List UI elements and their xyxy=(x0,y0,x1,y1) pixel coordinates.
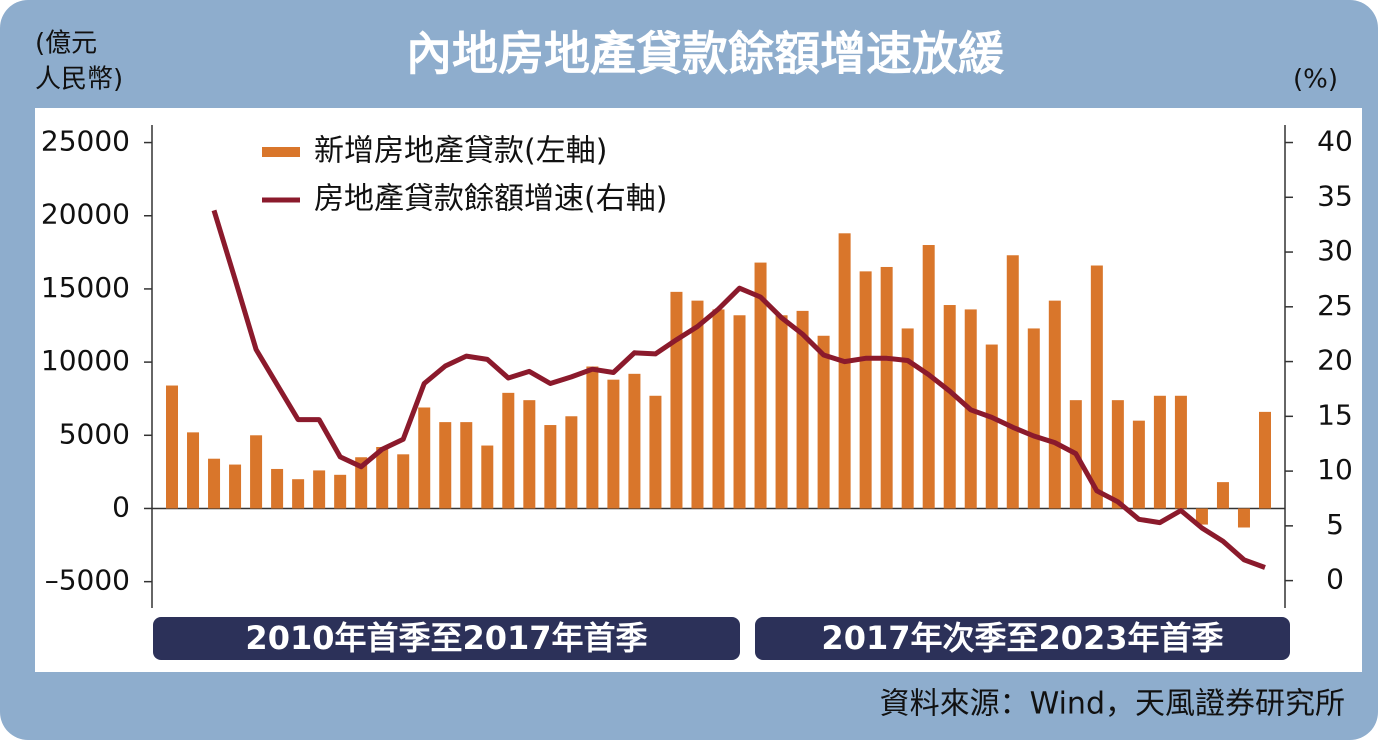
bar xyxy=(334,474,347,509)
bar xyxy=(271,468,284,509)
bar xyxy=(691,300,704,509)
bar xyxy=(1174,395,1187,509)
bar xyxy=(817,335,830,509)
chart-title: 內地房地產貸款餘額增速放緩 xyxy=(406,27,1005,81)
period-label: 2010年首季至2017年首季 xyxy=(245,619,647,657)
y-axis-unit: 人民幣) xyxy=(35,65,123,95)
bar xyxy=(1048,300,1061,509)
bar xyxy=(481,445,494,509)
bar xyxy=(292,479,305,509)
y2-tick-label: 35 xyxy=(1317,179,1353,212)
bar xyxy=(229,464,242,509)
bar xyxy=(460,422,473,509)
y2-tick-label: 5 xyxy=(1326,508,1344,541)
y2-axis-unit: (%) xyxy=(1293,65,1338,95)
bar xyxy=(1153,395,1166,509)
bar xyxy=(187,432,200,509)
bar xyxy=(586,366,599,509)
bar xyxy=(523,400,536,509)
bar xyxy=(502,392,515,509)
y-tick-label: 0 xyxy=(112,490,130,523)
bar xyxy=(166,385,178,509)
bar xyxy=(1006,255,1019,509)
bar xyxy=(1111,400,1124,509)
y2-tick-label: 30 xyxy=(1317,234,1353,267)
y-tick-label: 10000 xyxy=(41,344,130,377)
bar xyxy=(1237,508,1250,528)
bar xyxy=(313,470,326,509)
bar xyxy=(544,425,557,509)
period-label: 2017年次季至2023年首季 xyxy=(821,619,1223,657)
y2-tick-label: 40 xyxy=(1317,125,1353,158)
bar xyxy=(733,315,746,509)
y2-tick-label: 20 xyxy=(1317,344,1353,377)
bar xyxy=(1216,482,1229,509)
y2-tick-label: 10 xyxy=(1317,453,1353,486)
source-note: 資料來源：Wind，天風證券研究所 xyxy=(880,687,1345,722)
bar xyxy=(1027,328,1040,509)
bar xyxy=(1132,420,1145,509)
bar xyxy=(649,395,662,509)
y-tick-label: 20000 xyxy=(41,198,130,231)
legend-label: 房地產貸款餘額增速(右軸) xyxy=(314,182,667,217)
legend-label: 新增房地產貸款(左軸) xyxy=(314,134,607,169)
y-tick-label: 25000 xyxy=(41,125,130,158)
bar xyxy=(670,291,683,509)
y-tick-label: –5000 xyxy=(45,564,130,597)
bar xyxy=(880,266,893,509)
line xyxy=(211,209,1266,570)
bar xyxy=(859,271,872,509)
bar xyxy=(1259,411,1271,509)
bar xyxy=(985,344,998,509)
y-axis-unit: (億元 xyxy=(35,29,97,59)
bar xyxy=(1090,265,1103,509)
bar xyxy=(796,310,809,509)
y2-tick-label: 15 xyxy=(1317,398,1353,431)
bar xyxy=(418,407,431,509)
bar xyxy=(397,454,410,509)
bar xyxy=(838,233,851,509)
bar xyxy=(943,305,956,509)
bar xyxy=(754,262,767,509)
bar xyxy=(439,422,452,509)
bar xyxy=(1195,508,1208,525)
bar xyxy=(628,373,641,509)
bar xyxy=(901,328,914,509)
period-band xyxy=(755,617,1290,660)
period-band xyxy=(153,617,740,660)
bar xyxy=(565,416,578,509)
bar xyxy=(250,435,263,509)
y2-tick-label: 0 xyxy=(1326,563,1344,596)
bar xyxy=(607,379,620,509)
y2-tick-label: 25 xyxy=(1317,289,1353,322)
bar xyxy=(355,457,368,509)
bar xyxy=(775,315,788,509)
y-tick-label: 15000 xyxy=(41,271,130,304)
bar xyxy=(208,458,221,509)
bar xyxy=(376,447,389,509)
y-tick-label: 5000 xyxy=(59,417,130,450)
bar xyxy=(712,309,725,509)
